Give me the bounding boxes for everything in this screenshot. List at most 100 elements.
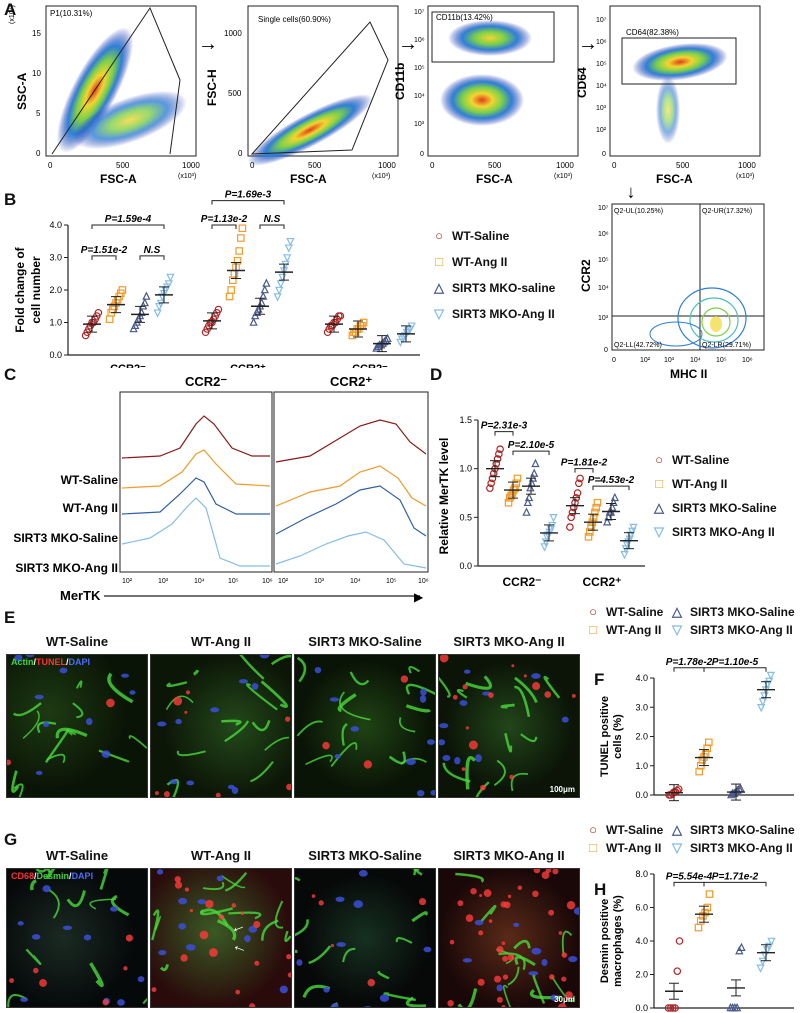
- chart-h-point: [694, 923, 703, 932]
- svg-text:(x10³): (x10³): [736, 173, 754, 180]
- svg-text:10⁵: 10⁵: [596, 61, 607, 68]
- micrograph-texture: [447, 869, 579, 1007]
- chart-f-ylabel: cells (%): [612, 714, 624, 759]
- chart-h-ytick-label: 0.0: [635, 1003, 648, 1013]
- triangle-down-icon: ▽: [672, 840, 682, 855]
- chart-b-pvalue: P=1.59e-4: [105, 214, 152, 225]
- svg-text:(x10³): (x10³): [178, 173, 196, 180]
- chart-b-point: [238, 224, 247, 233]
- circle-icon: ○: [589, 822, 597, 837]
- svg-text:10⁶: 10⁶: [262, 578, 273, 585]
- chart-d-point: [593, 498, 602, 507]
- chart-b-bracket: [259, 224, 285, 229]
- chart-h-point: [737, 942, 746, 952]
- chart-b-point: [156, 299, 165, 309]
- micrograph-g-title-4: SIRT3 MKO-Ang II: [453, 848, 565, 863]
- micrograph-e-title-1: WT-Saline: [45, 634, 109, 649]
- chart-b-point: [237, 234, 245, 242]
- hist-neg-sirt3-saline: [121, 477, 270, 515]
- svg-text:10⁷: 10⁷: [598, 205, 609, 212]
- svg-text:15: 15: [32, 29, 41, 38]
- panel-label-d: D: [430, 365, 443, 384]
- chart-d-point: [511, 484, 519, 492]
- chart-b-category-label-1: CCR2⁻: [110, 363, 146, 368]
- chart-f-bracket: [703, 667, 767, 672]
- chart-d-point: [592, 503, 601, 512]
- arrow-a1: →: [198, 33, 218, 55]
- flow-cd11b-ylabel: CD11b: [393, 63, 407, 100]
- chart-h-point: [732, 1002, 742, 1012]
- legend-b-sirt3-ang: ▽ SIRT3 MKO-Ang II: [434, 306, 555, 321]
- chart-b-ytick-label: 1.0: [49, 318, 62, 328]
- chart-b-category-label-1: CCR2⁺: [230, 363, 266, 368]
- chart-f-ytick-label: 1.0: [635, 761, 648, 771]
- chart-d-point: [609, 497, 618, 507]
- legend-b-wt-ang: □ WT-Ang II: [432, 254, 507, 269]
- svg-text:10⁵: 10⁵: [386, 578, 397, 585]
- chart-h-ytick-label: 8.0: [635, 869, 648, 879]
- chart-d-point: [573, 489, 582, 497]
- micrograph-texture: [295, 869, 432, 1007]
- micrograph-g-wt-saline: CD68/Desmin/DAPI: [6, 868, 148, 1008]
- svg-text:0: 0: [420, 151, 424, 158]
- chart-h-point: [666, 1004, 675, 1012]
- svg-text:(x10³): (x10³): [372, 173, 390, 180]
- chart-b-point: [105, 315, 114, 324]
- legend-ef-wt-saline: ○ WT-Saline: [586, 604, 663, 619]
- chart-d-point: [524, 492, 534, 502]
- chart-b-pvalue: P=1.13e-2: [201, 214, 248, 225]
- chart-b-bracket: [91, 255, 117, 260]
- square-icon: □: [655, 476, 663, 491]
- micrograph-e-title-2: WT-Ang II: [191, 634, 251, 649]
- chart-b-ytick-label: 3.0: [49, 253, 62, 263]
- hist-row-wt-ang: WT-Ang II: [63, 501, 118, 515]
- svg-text:5: 5: [36, 109, 41, 118]
- chart-d-point: [584, 533, 593, 541]
- chart-d-pvalue: P=1.81e-2: [561, 458, 608, 469]
- gate-p1: P1(10.31%): [50, 9, 93, 18]
- svg-text:10⁴: 10⁴: [598, 285, 609, 292]
- svg-text:10⁶: 10⁶: [596, 39, 607, 46]
- micrograph-e-title-4: SIRT3 MKO-Ang II: [453, 634, 565, 649]
- svg-text:1000: 1000: [224, 29, 242, 38]
- square-icon: □: [589, 840, 597, 855]
- hist-neg-wt-ang: [121, 449, 271, 489]
- legend-d-sirt3-ang: ▽ SIRT3 MKO-Ang II: [654, 524, 775, 539]
- chart-b-point: [166, 273, 175, 283]
- legend-gh-wt-ang: □ WT-Ang II: [586, 840, 661, 855]
- histogram-title-ccr2-neg: CCR2⁻: [185, 374, 227, 389]
- flow-cytometry-panel: P1(10.31%) 0 500 1000 (x10³) 0 5 10 15 (…: [9, 5, 765, 381]
- chart-f-point: [704, 738, 713, 747]
- chart-b-bracket: [139, 255, 165, 260]
- scale-bar-g: 30μm: [554, 995, 575, 1004]
- quadrant-ul: Q2-UL(10.25%): [614, 208, 663, 215]
- chart-d-point: [549, 514, 558, 523]
- svg-text:0: 0: [612, 161, 617, 170]
- svg-text:10⁷: 10⁷: [596, 17, 607, 24]
- svg-text:10³: 10³: [598, 315, 609, 322]
- chart-h-pvalue: P=5.54e-4: [666, 871, 713, 882]
- svg-text:1000: 1000: [378, 161, 396, 170]
- chart-d-point: [530, 468, 539, 477]
- chart-d-point: [575, 479, 583, 488]
- chart-d-point: [568, 508, 577, 517]
- svg-text:(x10⁴): (x10⁴): [9, 5, 16, 24]
- hist-pos-wt-saline: [275, 419, 427, 463]
- svg-text:500: 500: [116, 161, 130, 170]
- micrograph-g-title-3: SIRT3 MKO-Saline: [308, 848, 422, 863]
- svg-text:10⁵: 10⁵: [228, 578, 239, 585]
- chart-b-point: [284, 244, 293, 253]
- chart-d-point: [586, 528, 594, 536]
- legend-gh-sirt3-ang: ▽ SIRT3 MKO-Ang II: [672, 840, 793, 855]
- hist-neg-sirt3-ang: [121, 497, 270, 567]
- legend-gh-sirt3-saline: △ SIRT3 MKO-Saline: [672, 822, 795, 837]
- chart-f-bracket: [673, 667, 705, 672]
- chart-d-point: [569, 503, 578, 512]
- flow-plot-p1: P1(10.31%) 0 500 1000 (x10³) 0 5 10 15 (…: [9, 5, 200, 186]
- svg-text:10⁷: 10⁷: [414, 9, 425, 16]
- chart-d-ylabel: Relative MerTK level: [437, 438, 451, 555]
- chart-h-point: [673, 967, 682, 975]
- micrograph-e-title-3: SIRT3 MKO-Saline: [308, 634, 422, 649]
- circle-icon: ○: [655, 452, 663, 467]
- chart-b-pvalue: N.S: [144, 245, 161, 256]
